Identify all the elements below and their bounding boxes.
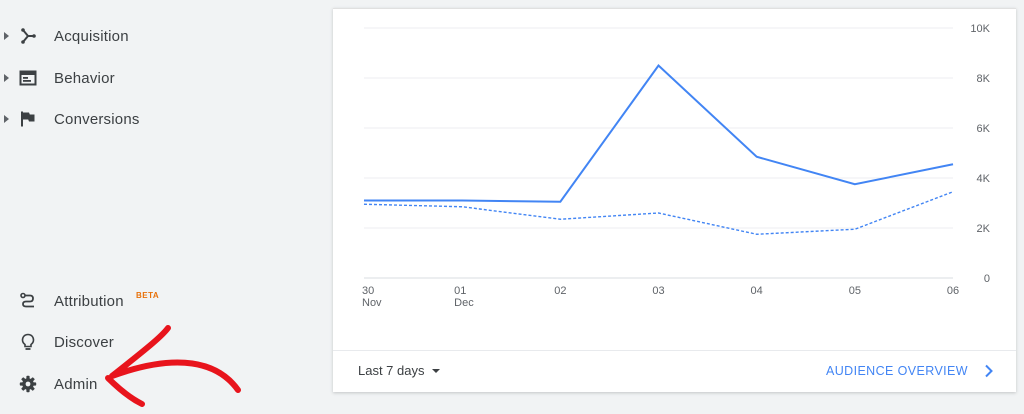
chevron-right-icon[interactable] xyxy=(982,364,996,378)
sidebar-item-acquisition[interactable]: Acquisition xyxy=(0,16,320,56)
sidebar-item-label: Behavior xyxy=(54,69,115,87)
behavior-icon xyxy=(19,70,37,86)
x-tick-label: 30 xyxy=(362,285,374,297)
caret-right-icon[interactable] xyxy=(4,74,9,82)
beta-badge: BETA xyxy=(136,291,160,300)
x-tick-label: 06 xyxy=(947,285,959,297)
dropdown-caret-icon xyxy=(431,368,440,373)
y-tick-label: 2K xyxy=(977,223,991,235)
acquisition-icon xyxy=(21,28,36,44)
attribution-icon xyxy=(20,292,34,308)
audience-overview-card: 0 2K 4K 6K 8K 10K 30 Nov 01 Dec 02 03 04 05 06 Last 7 … xyxy=(333,8,1016,392)
sidebar-item-attribution[interactable]: Attribution BETA xyxy=(0,281,320,321)
card-footer-divider xyxy=(333,350,1016,351)
x-tick-label: 04 xyxy=(751,285,763,297)
caret-right-icon[interactable] xyxy=(4,115,9,123)
sidebar-item-label: Conversions xyxy=(54,110,140,128)
lightbulb-icon xyxy=(21,333,35,350)
y-tick-label: 4K xyxy=(977,173,991,185)
card-border xyxy=(333,8,1016,9)
sidebar-item-label: Acquisition xyxy=(54,27,129,45)
sidebar: Acquisition Behavior Conversions Attribu… xyxy=(0,0,332,414)
date-range-label: Last 7 days xyxy=(358,363,425,378)
series-line-current xyxy=(364,63,954,203)
sidebar-item-label: Discover xyxy=(54,333,114,351)
caret-right-icon[interactable] xyxy=(4,32,9,40)
x-tick-label: 03 xyxy=(652,285,664,297)
date-range-dropdown[interactable]: Last 7 days xyxy=(358,363,440,378)
y-tick-label: 0 xyxy=(984,273,990,285)
audience-overview-link[interactable]: AUDIENCE OVERVIEW xyxy=(825,364,968,378)
x-tick-label: 05 xyxy=(849,285,861,297)
sidebar-item-behavior[interactable]: Behavior xyxy=(0,58,320,98)
gear-icon xyxy=(19,375,37,393)
sidebar-item-label: Attribution xyxy=(54,292,124,310)
y-tick-label: 10K xyxy=(970,23,990,35)
x-tick-label: 01 xyxy=(454,285,466,297)
sidebar-item-admin[interactable]: Admin xyxy=(0,364,320,404)
x-tick-label: 02 xyxy=(554,285,566,297)
x-tick-label: Dec xyxy=(454,297,474,309)
y-tick-label: 6K xyxy=(977,123,991,135)
sidebar-item-label: Admin xyxy=(54,375,98,393)
y-tick-label: 8K xyxy=(977,73,991,85)
sidebar-item-conversions[interactable]: Conversions xyxy=(0,99,320,139)
sidebar-item-discover[interactable]: Discover xyxy=(0,322,320,362)
flag-icon xyxy=(21,111,35,127)
x-tick-label: Nov xyxy=(362,297,382,309)
